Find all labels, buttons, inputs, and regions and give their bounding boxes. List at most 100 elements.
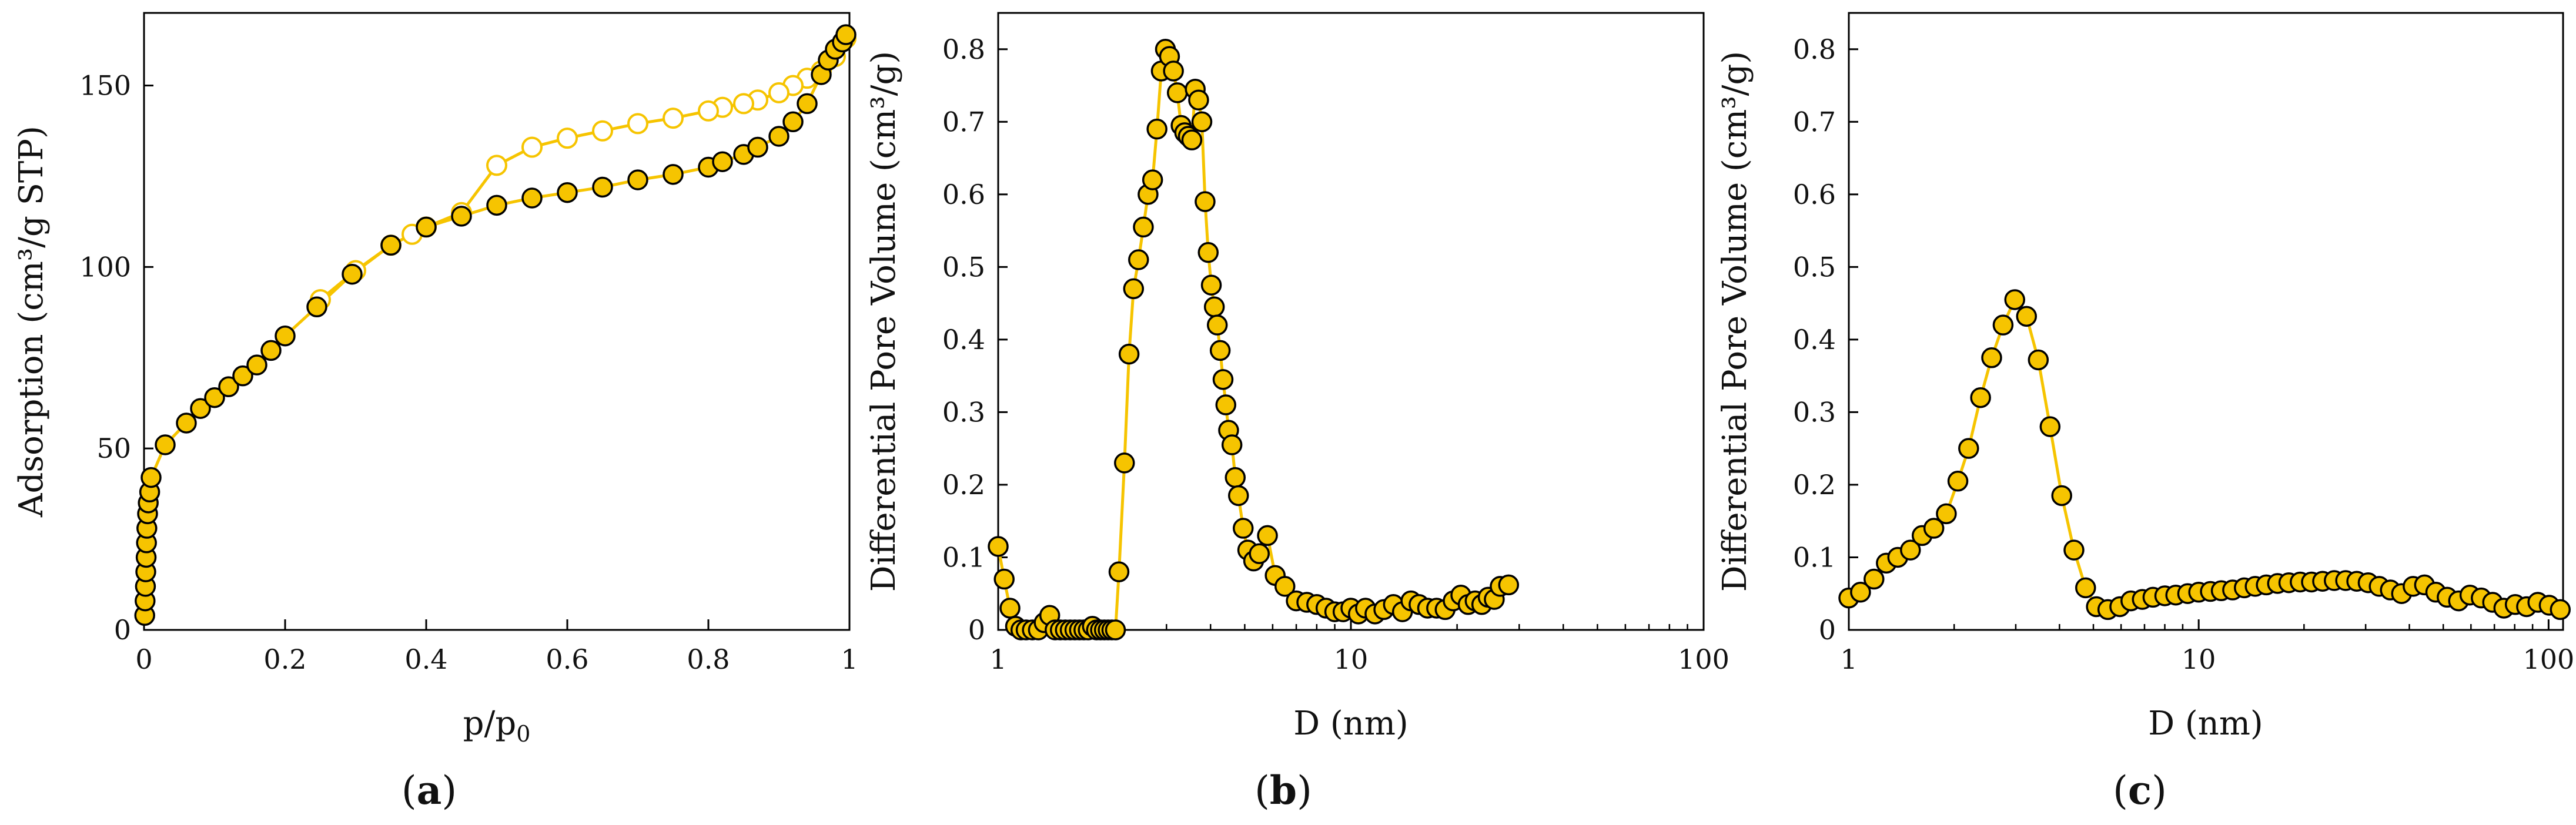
- x-tick-label: 1: [989, 643, 1006, 675]
- data-point: [218, 376, 239, 397]
- data-point: [1233, 518, 1254, 539]
- data-point: [521, 187, 543, 209]
- data-point: [1958, 438, 1979, 459]
- y-tick-label: 0.7: [1793, 106, 1836, 138]
- x-tick-label: 100: [2523, 643, 2574, 675]
- tick-group: 0 0.1 0.2 0.3 0.4 0.5 0.6 0.7 0.8 1 10 100: [942, 33, 1729, 675]
- panel-label-b: (b): [1254, 767, 1312, 813]
- data-point: [1163, 61, 1184, 82]
- data-point: [1191, 111, 1213, 133]
- data-point: [1206, 314, 1228, 336]
- data-point: [2016, 306, 2038, 327]
- y-tick-label: 0.2: [1793, 469, 1836, 501]
- plot-frame: [997, 12, 1705, 631]
- x-tick-label: 1: [841, 643, 858, 675]
- y-tick-label: 150: [79, 70, 131, 102]
- data-point: [999, 598, 1021, 619]
- data-point: [1992, 314, 2014, 336]
- data-point: [1197, 242, 1219, 263]
- panel-c: 0 0.1 0.2 0.3 0.4 0.5 0.6 0.7 0.8 1 10 100 Differen…: [1716, 12, 2574, 813]
- data-point: [1225, 467, 1246, 488]
- data-point-open: [521, 136, 543, 158]
- series-line: [143, 34, 848, 616]
- data-point: [1970, 387, 1991, 408]
- y-axis-title: Differential Pore Volume (cm³/g): [865, 51, 903, 592]
- data-point: [1146, 118, 1167, 140]
- y-tick-label: 0.8: [1793, 33, 1836, 65]
- panel-b: 0 0.1 0.2 0.3 0.4 0.5 0.6 0.7 0.8 1 10 100 Differen…: [865, 12, 1729, 813]
- data-point: [1108, 561, 1130, 582]
- data-point: [768, 126, 789, 147]
- data-point: [486, 194, 507, 216]
- data-point: [1900, 539, 1921, 561]
- data-point: [1981, 347, 2002, 368]
- y-tick-label: 0.6: [942, 179, 985, 210]
- data-point: [2550, 599, 2571, 621]
- data-point: [712, 151, 733, 172]
- data-point: [275, 325, 296, 347]
- data-point: [1212, 369, 1234, 390]
- series-group: [1838, 289, 2571, 621]
- x-axis-title: D (nm): [1293, 705, 1409, 743]
- y-tick-label: 0.1: [1793, 541, 1836, 573]
- data-point: [1209, 340, 1231, 361]
- data-point: [1195, 191, 1216, 212]
- data-point: [2051, 485, 2072, 507]
- x-tick-label: 0: [135, 643, 152, 675]
- data-point: [1128, 249, 1149, 270]
- data-point: [260, 340, 282, 361]
- data-point: [342, 263, 363, 285]
- x-tick-label: 0.8: [687, 643, 730, 675]
- data-point-open: [486, 155, 507, 176]
- data-point: [2039, 416, 2061, 437]
- data-point: [1200, 274, 1222, 296]
- data-point-open: [663, 108, 684, 129]
- data-point: [306, 296, 327, 318]
- x-tick-label: 100: [1678, 643, 1729, 675]
- plot-frame: [1848, 12, 2564, 631]
- data-point: [380, 234, 402, 256]
- y-tick-label: 0.1: [942, 541, 985, 573]
- x-tick-label: 10: [2182, 643, 2216, 675]
- tick-group: 0 0.1 0.2 0.3 0.4 0.5 0.6 0.7 0.8 1 10 100: [1793, 33, 2574, 675]
- data-point: [246, 354, 267, 375]
- y-tick-label: 0: [114, 614, 131, 646]
- data-point: [1850, 582, 1871, 603]
- data-point: [1249, 543, 1270, 565]
- y-tick-label: 0.8: [942, 33, 985, 65]
- data-point: [1936, 503, 1957, 525]
- data-point: [1257, 525, 1278, 546]
- data-point: [1864, 568, 1885, 590]
- data-point: [557, 182, 578, 203]
- y-tick-label: 0.4: [942, 324, 985, 356]
- data-point: [988, 536, 1009, 557]
- data-point: [2004, 289, 2025, 310]
- data-point: [1227, 485, 1249, 507]
- data-point: [190, 398, 211, 419]
- data-point: [993, 568, 1015, 590]
- series-line: [319, 37, 848, 301]
- data-point: [1166, 82, 1188, 103]
- plot-frame: [143, 12, 851, 631]
- x-tick-label: 0.6: [546, 643, 588, 675]
- data-point: [232, 365, 253, 387]
- data-point: [627, 169, 648, 190]
- data-point: [1105, 619, 1126, 640]
- data-point: [2063, 539, 2085, 561]
- data-point: [1947, 471, 1969, 492]
- x-axis-title: p/p0: [463, 705, 531, 747]
- y-tick-label: 100: [79, 251, 131, 283]
- panel-label-a: (a): [402, 767, 457, 813]
- panel-label-c: (c): [2113, 767, 2167, 813]
- series-line: [1848, 296, 2561, 611]
- y-tick-label: 50: [96, 432, 131, 464]
- data-point: [1123, 278, 1145, 300]
- data-point: [140, 467, 162, 488]
- data-point: [1118, 343, 1140, 365]
- data-point: [2028, 349, 2049, 371]
- x-tick-label: 0.2: [263, 643, 306, 675]
- data-point-open: [557, 128, 578, 149]
- x-tick-label: 1: [1840, 643, 1857, 675]
- y-tick-label: 0.3: [942, 396, 985, 428]
- data-point-open: [592, 120, 613, 142]
